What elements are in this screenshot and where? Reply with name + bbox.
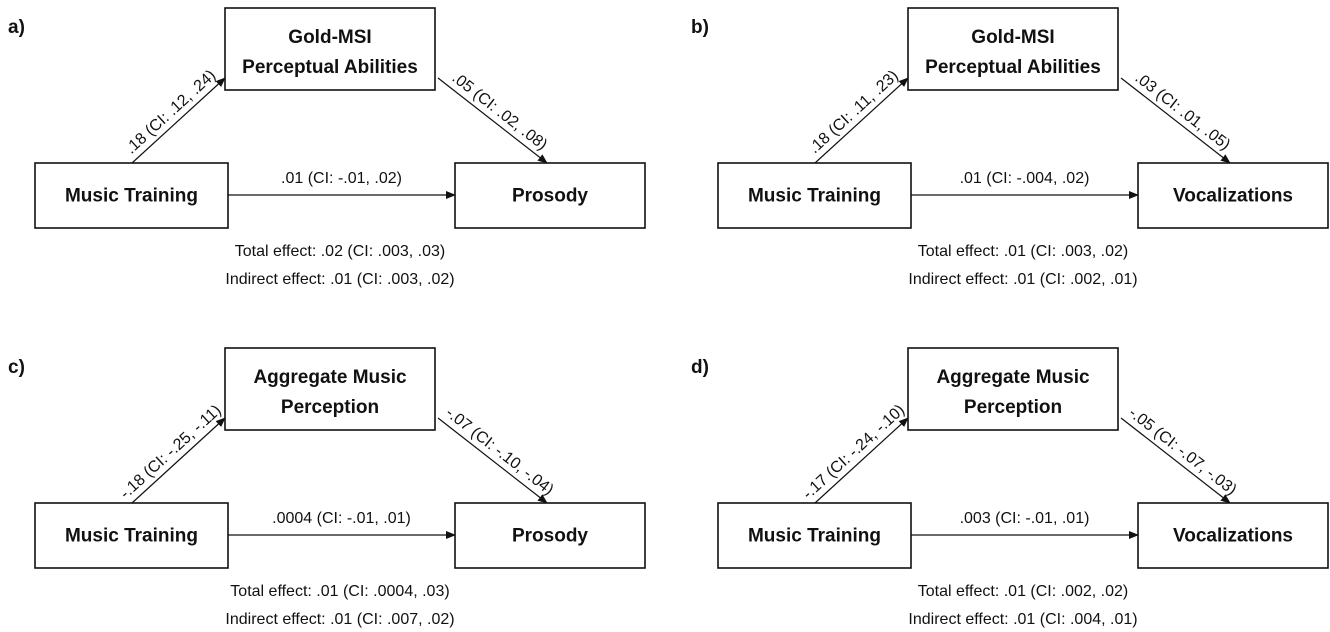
path-arrow — [131, 417, 226, 504]
x-text: Music Training — [748, 526, 881, 547]
path-arrow — [437, 77, 548, 164]
mediator-box — [907, 7, 1119, 91]
y-text: Prosody — [512, 526, 588, 547]
path-label: .18 (CI: .12, .24) — [122, 67, 219, 158]
x-text: Music Training — [748, 186, 881, 207]
total-effect: Total effect: .02 (CI: .003, .03) — [235, 243, 445, 260]
y-box — [1137, 162, 1329, 229]
mediator-text: Aggregate Music — [936, 367, 1090, 388]
total-effect: Total effect: .01 (CI: .003, .02) — [918, 243, 1128, 260]
mediator-text: Aggregate Music — [253, 367, 407, 388]
path-label: .18 (CI: .11, .23) — [806, 67, 902, 157]
path-label: -.07 (CI: -.10, -.04) — [442, 404, 556, 498]
x-text: Music Training — [65, 186, 198, 207]
panel-label: a) — [8, 17, 25, 38]
indirect-effect: Indirect effect: .01 (CI: .003, .02) — [225, 271, 454, 288]
indirect-effect: Indirect effect: .01 (CI: .004, .01) — [908, 611, 1137, 628]
y-text: Vocalizations — [1173, 526, 1293, 547]
path-label: -.18 (CI: -.25, -.11) — [117, 402, 225, 503]
mediator-box — [224, 347, 436, 431]
panel-label: d) — [691, 357, 709, 378]
path-arrow — [1120, 417, 1231, 504]
path-label: .0004 (CI: -.01, .01) — [272, 510, 411, 527]
path-arrow — [814, 77, 909, 164]
mediator-box — [224, 7, 436, 91]
mediator-text: Perception — [281, 397, 379, 418]
total-effect: Total effect: .01 (CI: .002, .02) — [918, 583, 1128, 600]
path-arrow — [437, 417, 548, 504]
y-text: Vocalizations — [1173, 186, 1293, 207]
y-box — [454, 162, 646, 229]
x-box — [34, 502, 229, 569]
mediator-text: Gold-MSI — [971, 27, 1054, 48]
x-text: Music Training — [65, 526, 198, 547]
path-label: -.17 (CI: -.24, -.10) — [800, 402, 909, 503]
path-label: .01 (CI: -.004, .02) — [960, 170, 1090, 187]
path-label: .03 (CI: .01, .05) — [1132, 69, 1234, 154]
total-effect: Total effect: .01 (CI: .0004, .03) — [230, 583, 449, 600]
mediator-text: Perceptual Abilities — [242, 57, 418, 78]
panel-label: c) — [8, 357, 25, 378]
path-arrow — [131, 77, 226, 164]
y-box — [454, 502, 646, 569]
path-label: .01 (CI: -.01, .02) — [281, 170, 402, 187]
mediator-text: Perceptual Abilities — [925, 57, 1101, 78]
path-label: .05 (CI: .02, .08) — [449, 69, 551, 154]
path-label: .003 (CI: -.01, .01) — [960, 510, 1090, 527]
indirect-effect: Indirect effect: .01 (CI: .007, .02) — [225, 611, 454, 628]
y-text: Prosody — [512, 186, 588, 207]
panel-label: b) — [691, 17, 709, 38]
mediator-box — [907, 347, 1119, 431]
path-label: -.05 (CI: -.07, -.03) — [1125, 404, 1239, 498]
indirect-effect: Indirect effect: .01 (CI: .002, .01) — [908, 271, 1137, 288]
path-arrow — [1120, 77, 1231, 164]
mediator-text: Perception — [964, 397, 1062, 418]
mediator-text: Gold-MSI — [288, 27, 371, 48]
x-box — [717, 502, 912, 569]
path-arrow — [814, 417, 909, 504]
y-box — [1137, 502, 1329, 569]
x-box — [34, 162, 229, 229]
